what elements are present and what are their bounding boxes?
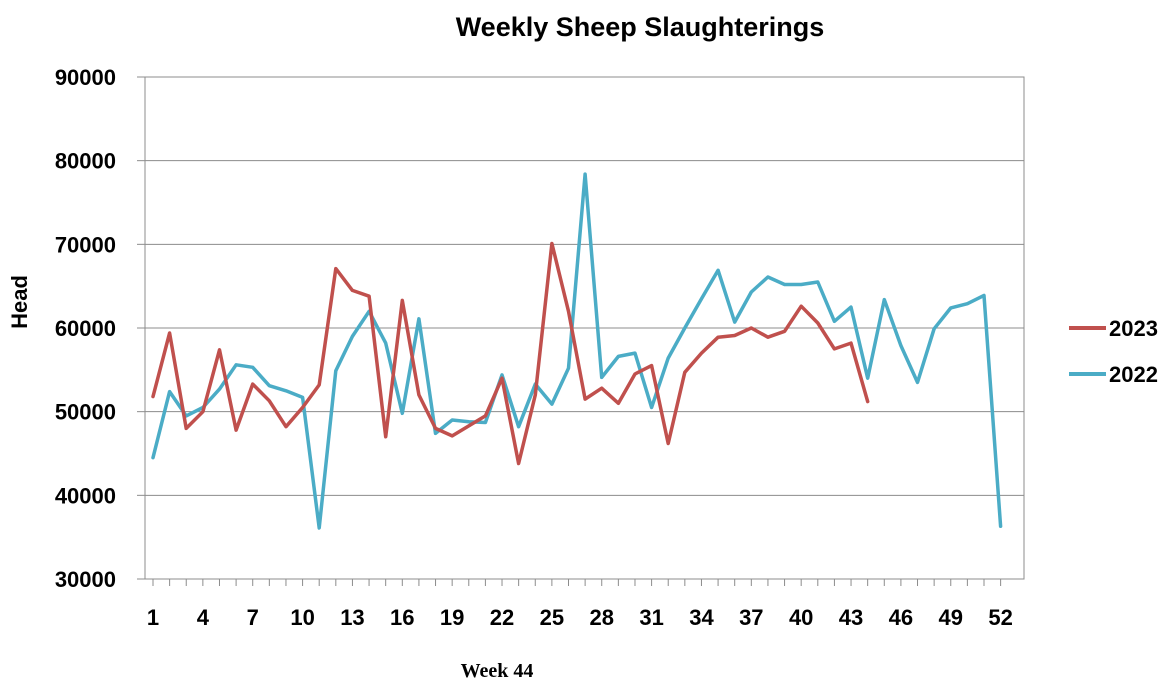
y-tick-label: 70000 <box>55 232 116 257</box>
x-tick-label: 43 <box>839 605 863 630</box>
x-tick-label: 46 <box>889 605 913 630</box>
y-tick-label: 30000 <box>55 567 116 592</box>
y-tick-label: 40000 <box>55 483 116 508</box>
y-tick-label: 80000 <box>55 149 116 174</box>
x-axis-ticks: 1 4 7 10 13 16 19 22 25 28 31 34 37 40 43 46 49 52 <box>147 605 1013 630</box>
plot-area <box>144 76 1025 580</box>
x-tick-label: 19 <box>440 605 464 630</box>
x-tick-label: 4 <box>197 605 210 630</box>
x-tick-label: 7 <box>247 605 259 630</box>
x-tick-label: 28 <box>589 605 613 630</box>
legend-label-2022: 2022 <box>1109 362 1158 387</box>
x-tick-label: 49 <box>939 605 963 630</box>
legend: 2023 2022 <box>1069 316 1158 387</box>
x-tick-label: 40 <box>789 605 813 630</box>
chart-title: Weekly Sheep Slaughterings <box>456 12 825 42</box>
footer-note: Week 44 <box>461 660 534 682</box>
y-tick-label: 90000 <box>55 65 116 90</box>
x-tick-label: 13 <box>340 605 364 630</box>
series-line-2022 <box>151 172 1003 530</box>
legend-label-2023: 2023 <box>1109 316 1158 341</box>
y-tick-label: 50000 <box>55 400 116 425</box>
y-axis-ticks: 30000 40000 50000 60000 70000 80000 90000 <box>55 65 116 592</box>
series-line-2023 <box>151 241 870 466</box>
x-tick-label: 25 <box>540 605 564 630</box>
x-tick-label: 16 <box>390 605 414 630</box>
series-lines <box>151 172 1003 530</box>
x-tick-label: 37 <box>739 605 763 630</box>
gridlines <box>137 76 1024 586</box>
x-tick-label: 22 <box>490 605 514 630</box>
x-tick-label: 1 <box>147 605 159 630</box>
x-tick-label: 10 <box>290 605 314 630</box>
x-tick-label: 31 <box>639 605 663 630</box>
y-axis-label: Head <box>7 275 32 329</box>
x-tick-label: 34 <box>689 605 714 630</box>
y-tick-label: 60000 <box>55 316 116 341</box>
x-tick-label: 52 <box>988 605 1012 630</box>
